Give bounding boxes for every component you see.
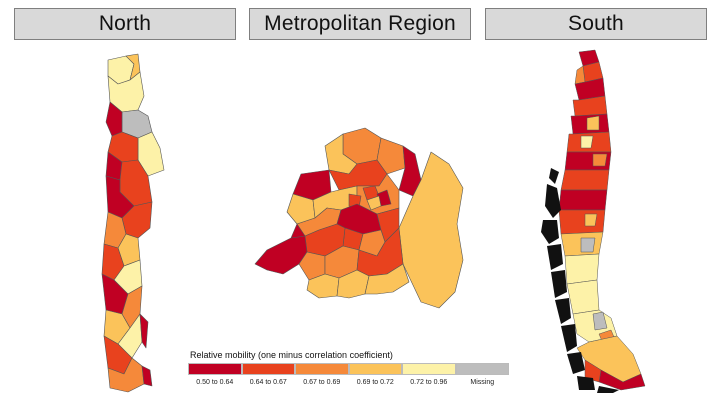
legend-swatch <box>188 363 242 375</box>
legend-item: Missing <box>455 363 509 386</box>
metro-commune <box>254 235 308 275</box>
south-island <box>549 168 559 184</box>
south-island <box>555 298 571 324</box>
south-district <box>584 213 598 227</box>
south-district <box>560 169 610 191</box>
legend-item: 0.67 to 0.69 <box>295 363 349 386</box>
south-district <box>592 311 608 331</box>
metro-commune <box>290 223 306 239</box>
legend: Relative mobility (one minus correlation… <box>188 350 518 386</box>
south-island <box>577 376 595 390</box>
north-district <box>139 313 149 349</box>
legend-item: 0.72 to 0.96 <box>402 363 456 386</box>
south-district <box>572 95 608 117</box>
legend-title: Relative mobility (one minus correlation… <box>190 350 393 360</box>
south-district <box>580 135 594 149</box>
legend-swatch <box>295 363 349 375</box>
south-island <box>551 270 567 298</box>
legend-item: 0.50 to 0.64 <box>188 363 242 386</box>
legend-swatch <box>241 363 295 375</box>
north-district <box>141 365 153 387</box>
metro-panel-title: Metropolitan Region <box>249 8 471 40</box>
legend-item: 0.69 to 0.72 <box>348 363 402 386</box>
north-map <box>101 53 165 393</box>
south-district <box>592 153 608 167</box>
legend-label: 0.50 to 0.64 <box>196 379 234 386</box>
south-district <box>586 115 600 131</box>
south-district <box>574 65 586 85</box>
south-district <box>574 77 606 101</box>
legend-label: 0.67 to 0.69 <box>303 379 341 386</box>
metro-map <box>254 127 464 309</box>
south-district <box>558 189 608 211</box>
south-district <box>580 237 596 253</box>
legend-swatch <box>402 363 456 375</box>
south-island <box>545 184 561 218</box>
south-district <box>564 253 600 285</box>
legend-label: 0.69 to 0.72 <box>356 379 394 386</box>
legend-swatches: 0.50 to 0.64 0.64 to 0.67 0.67 to 0.69 0… <box>188 363 518 386</box>
south-panel-title: South <box>485 8 707 40</box>
south-islands <box>541 168 619 393</box>
south-district <box>584 359 602 383</box>
legend-label: 0.64 to 0.67 <box>249 379 287 386</box>
south-island <box>561 324 577 352</box>
legend-swatch <box>348 363 402 375</box>
metro-commune <box>366 195 382 211</box>
north-panel-title: North <box>14 8 236 40</box>
metro-commune <box>376 137 406 175</box>
south-map <box>541 49 646 393</box>
south-district <box>566 279 600 315</box>
south-district <box>558 209 606 235</box>
legend-label: Missing <box>470 379 495 386</box>
south-island <box>547 244 563 270</box>
metro-commune <box>364 263 410 295</box>
legend-swatch <box>455 363 509 375</box>
legend-item: 0.64 to 0.67 <box>241 363 295 386</box>
south-island <box>597 386 619 393</box>
legend-label: 0.72 to 0.96 <box>410 379 448 386</box>
south-island <box>541 220 559 244</box>
south-island <box>567 352 585 374</box>
